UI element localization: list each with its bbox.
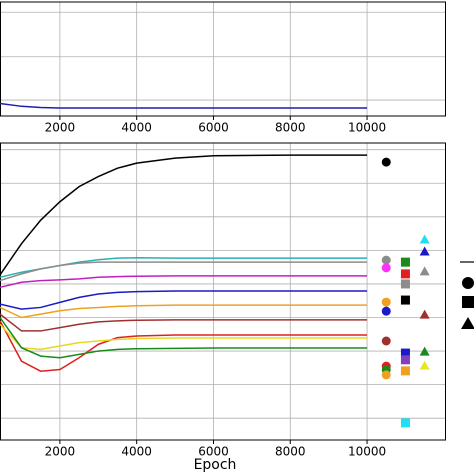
marker-triangle xyxy=(419,360,430,370)
marker-triangle xyxy=(419,266,430,276)
marker-square xyxy=(400,418,410,428)
marker-square xyxy=(400,348,410,358)
marker-triangle xyxy=(419,309,430,319)
marker-circle xyxy=(381,336,391,346)
series-line xyxy=(0,102,368,109)
marker-square xyxy=(400,355,410,365)
x-tick-label: 6000 xyxy=(198,121,229,135)
marker-triangle xyxy=(419,246,430,256)
marker-triangle xyxy=(419,234,430,244)
legend-square xyxy=(462,296,474,308)
legend-triangle xyxy=(461,317,474,329)
x-tick-label: 2000 xyxy=(45,445,76,459)
marker-triangle xyxy=(419,346,430,356)
x-tick-label: 2000 xyxy=(45,121,76,135)
marker-circle xyxy=(381,255,391,265)
x-axis-label: Epoch xyxy=(194,457,237,473)
series-line xyxy=(0,154,368,276)
plot-frame xyxy=(0,142,446,441)
series-line xyxy=(0,275,368,289)
marker-circle xyxy=(381,157,391,167)
series-line xyxy=(0,313,368,332)
marker-square xyxy=(400,269,410,279)
x-tick-label: 6000 xyxy=(198,445,229,459)
marker-square xyxy=(400,295,410,305)
marker-square xyxy=(400,366,410,376)
marker-circle xyxy=(381,370,391,380)
legend-circle xyxy=(462,277,474,289)
marker-circle xyxy=(381,297,391,307)
series-line xyxy=(0,257,368,278)
series-line xyxy=(0,290,368,310)
plot-frame xyxy=(0,1,446,117)
legend xyxy=(460,261,474,329)
x-tick-label: 10000 xyxy=(348,445,386,459)
x-tick-label: 4000 xyxy=(121,121,152,135)
series-line xyxy=(0,261,368,282)
x-tick-label: 4000 xyxy=(121,445,152,459)
series-line xyxy=(0,304,368,319)
x-tick-label: 8000 xyxy=(275,121,306,135)
marker-square xyxy=(400,257,410,267)
marker-circle xyxy=(381,306,391,316)
marker-square xyxy=(400,279,410,289)
series-line xyxy=(0,320,368,372)
x-tick-label: 10000 xyxy=(348,121,386,135)
series-line xyxy=(0,317,368,359)
marker-circle xyxy=(381,263,391,273)
series-line xyxy=(0,323,368,351)
x-tick-label: 8000 xyxy=(275,445,306,459)
